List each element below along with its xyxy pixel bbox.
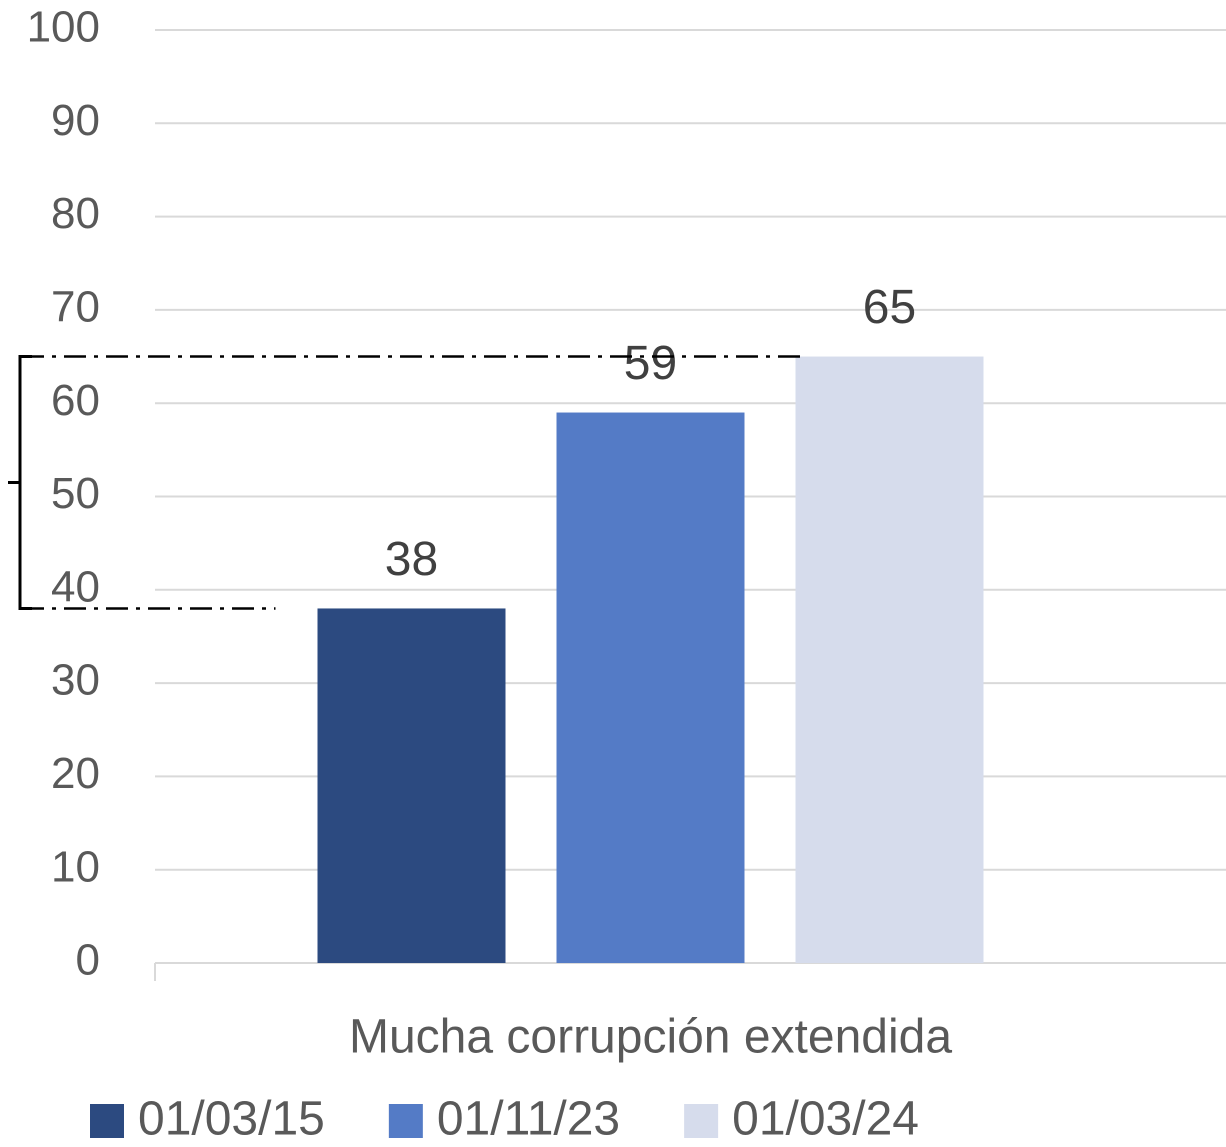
data-label: 38: [385, 533, 438, 586]
data-label: 65: [863, 281, 916, 334]
legend-swatch: [388, 1104, 423, 1138]
data-label: 59: [624, 337, 677, 390]
legend-label: 01/03/15: [138, 1093, 325, 1146]
annotation-bracket: [8, 355, 32, 610]
y-tick-label: 10: [51, 842, 100, 891]
y-tick-label: 30: [51, 656, 100, 705]
y-tick-label: 60: [51, 376, 100, 425]
y-tick-label: 80: [51, 189, 100, 238]
legend-swatch: [684, 1104, 719, 1138]
legend-label: 01/11/23: [437, 1093, 620, 1146]
bar: [795, 356, 984, 963]
legend-swatch: [90, 1104, 124, 1138]
y-tick-label: 20: [51, 749, 100, 798]
y-tick-label: 50: [51, 469, 100, 518]
y-tick-label: 40: [51, 562, 100, 611]
y-tick-label: 90: [51, 96, 100, 145]
y-tick-label: 100: [27, 3, 100, 52]
bar: [556, 412, 745, 963]
y-tick-label: 70: [51, 283, 100, 332]
legend-label: 01/03/24: [732, 1093, 919, 1146]
bar: [317, 608, 506, 963]
y-tick-label: 0: [76, 936, 100, 985]
x-tick-label: Mucha corrupción extendida: [349, 1011, 952, 1064]
